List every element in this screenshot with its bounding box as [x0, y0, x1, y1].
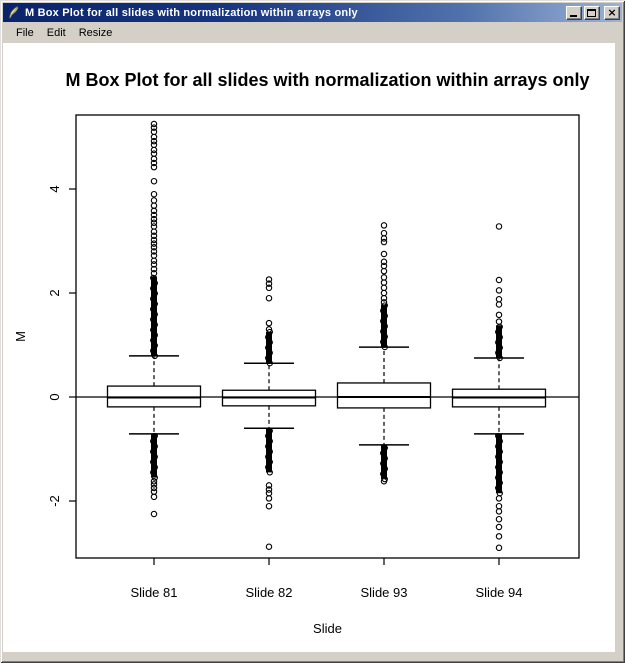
maximize-button[interactable] [584, 5, 600, 20]
minimize-button[interactable] [566, 5, 582, 20]
close-icon: × [607, 5, 617, 19]
window-title: M Box Plot for all slides with normaliza… [25, 6, 358, 19]
menu-item-file[interactable]: File [16, 26, 34, 39]
menu-item-edit[interactable]: Edit [46, 26, 66, 39]
close-button[interactable]: × [604, 5, 620, 20]
minimize-icon [570, 14, 577, 17]
plot-canvas [3, 43, 615, 652]
menu-bar: File Edit Resize [3, 22, 622, 43]
title-bar[interactable]: M Box Plot for all slides with normaliza… [3, 3, 622, 22]
feather-icon[interactable] [6, 5, 21, 20]
menu-item-resize[interactable]: Resize [78, 26, 113, 39]
maximize-icon [587, 8, 596, 17]
